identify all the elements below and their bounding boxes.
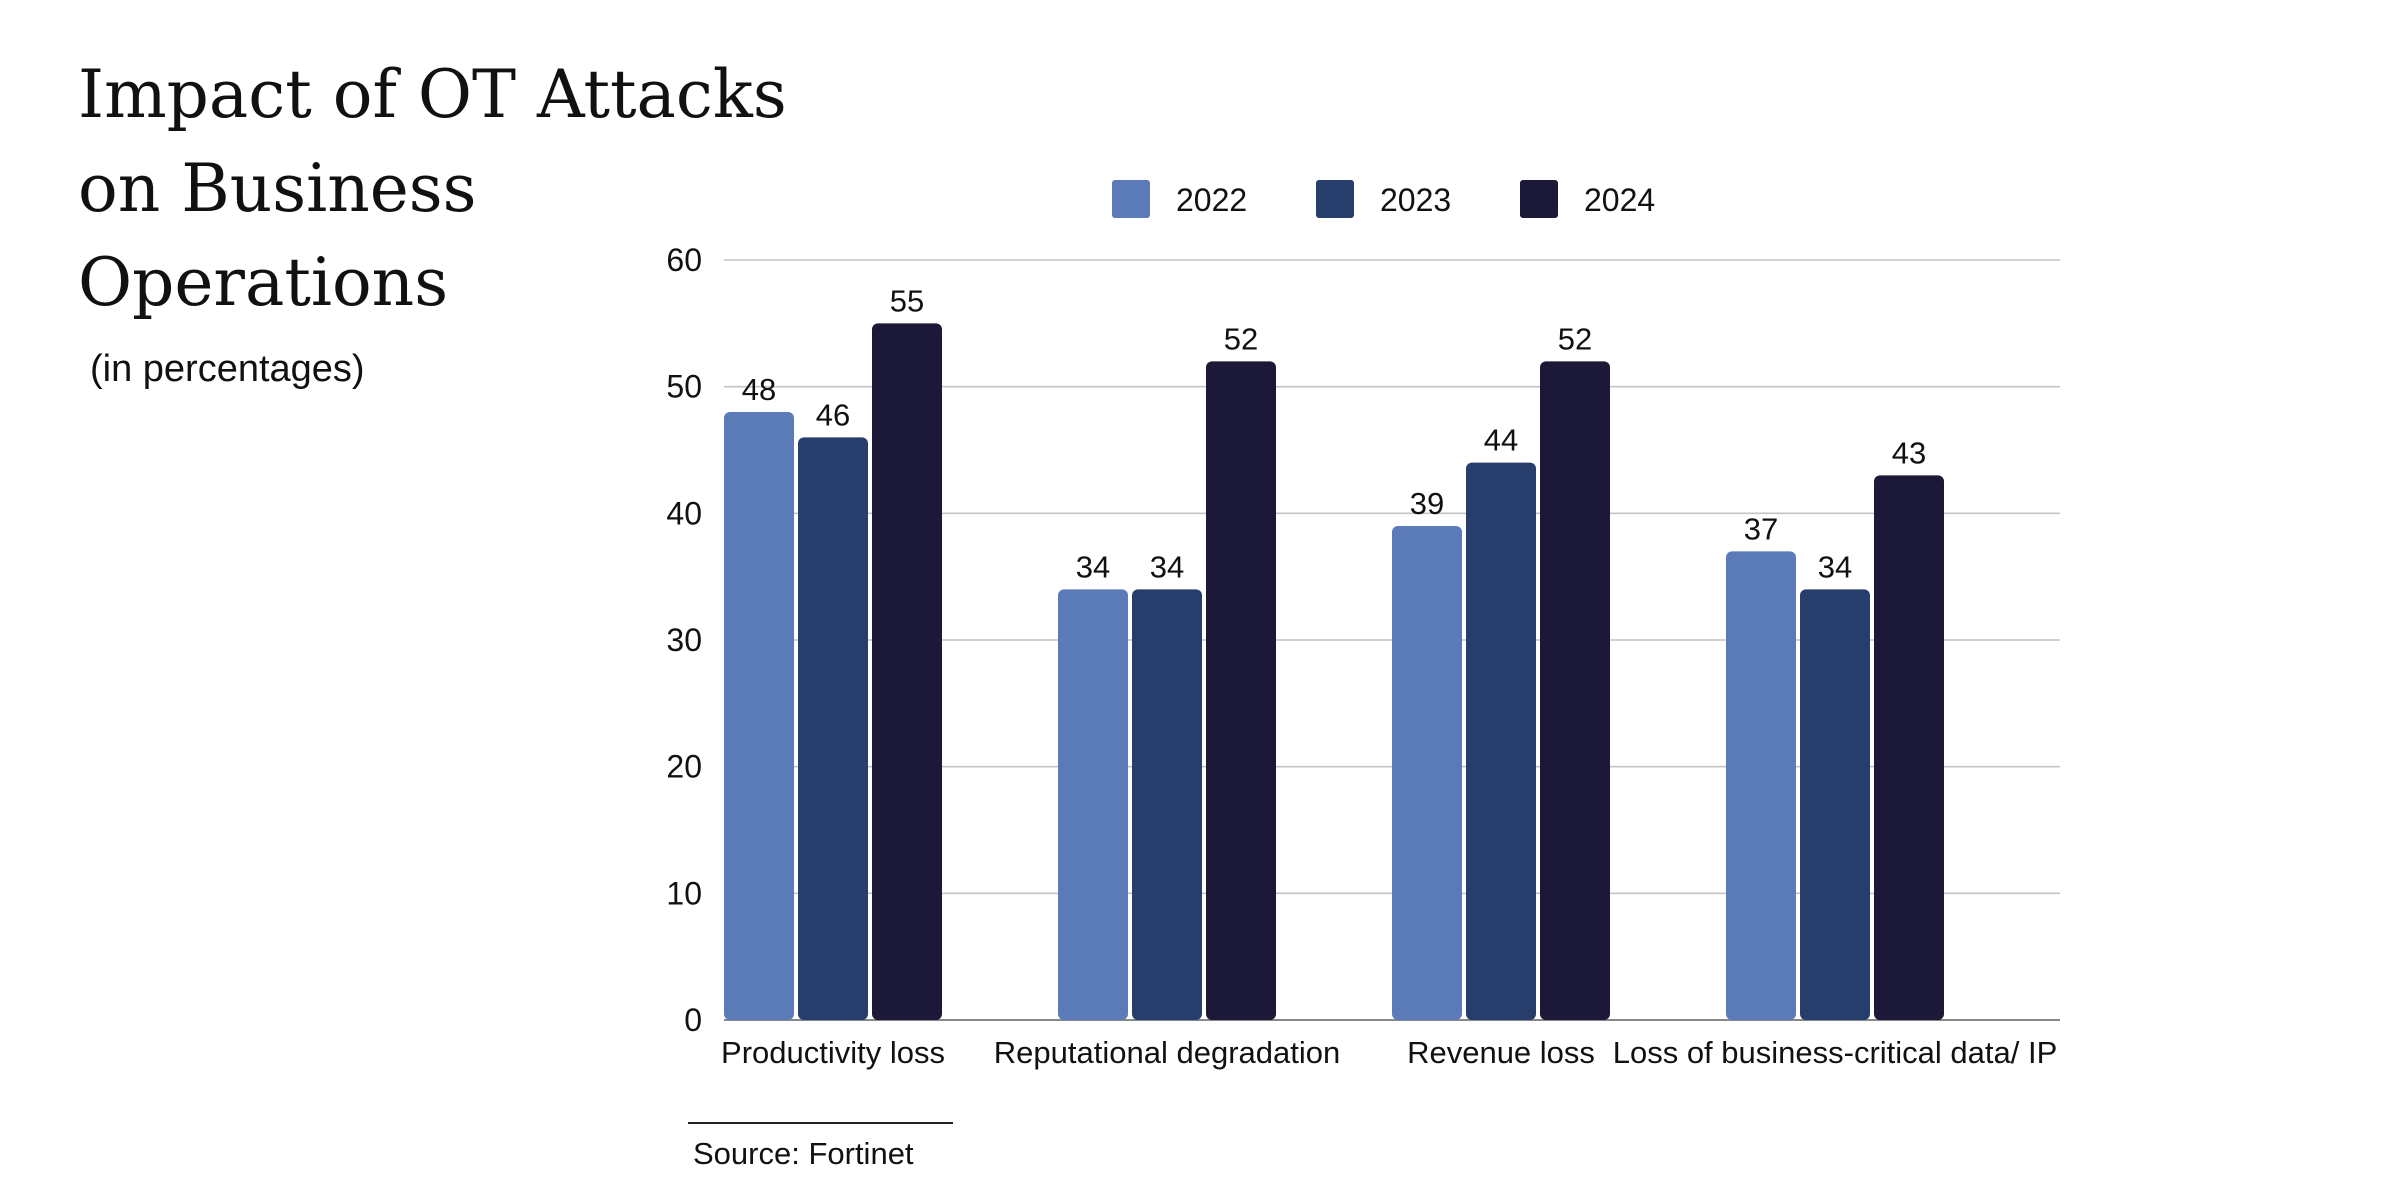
bar-2024-3 <box>1540 361 1610 1020</box>
y-tick-label: 20 <box>666 749 702 785</box>
bar-2023-4 <box>1800 589 1870 1020</box>
source-note: Source: Fortinet <box>693 1136 914 1171</box>
data-label: 39 <box>1410 486 1444 521</box>
chart-title: Impact of OT Attacks on Business Operati… <box>78 56 787 321</box>
data-label: 48 <box>742 372 776 407</box>
bar-2024-1 <box>872 323 942 1020</box>
x-category-label: Revenue loss <box>1407 1035 1595 1070</box>
data-label: 37 <box>1744 511 1778 546</box>
data-label: 34 <box>1076 549 1110 584</box>
y-tick-label: 50 <box>666 369 702 405</box>
bar-2023-1 <box>798 437 868 1020</box>
y-tick-label: 0 <box>684 1002 702 1038</box>
legend-label-2023: 2023 <box>1380 182 1451 218</box>
legend-swatch-2023 <box>1316 180 1354 218</box>
y-tick-label: 30 <box>666 622 702 658</box>
legend-swatch-2024 <box>1520 180 1558 218</box>
data-label: 55 <box>890 283 924 318</box>
bar-2024-4 <box>1874 475 1944 1020</box>
bar-2022-2 <box>1058 589 1128 1020</box>
data-label: 52 <box>1224 321 1258 356</box>
bar-2022-1 <box>724 412 794 1020</box>
data-label: 34 <box>1150 549 1184 584</box>
x-category-label: Reputational degradation <box>994 1035 1340 1070</box>
data-label: 46 <box>816 397 850 432</box>
x-category-label: Loss of business-critical data/ IP <box>1613 1035 2058 1070</box>
data-label: 43 <box>1892 435 1926 470</box>
x-category-label: Productivity loss <box>721 1035 945 1070</box>
bar-2022-4 <box>1726 551 1796 1020</box>
data-label: 34 <box>1818 549 1852 584</box>
data-label: 44 <box>1484 423 1518 458</box>
legend-label-2024: 2024 <box>1584 182 1655 218</box>
legend-swatch-2022 <box>1112 180 1150 218</box>
bar-2023-3 <box>1466 462 1536 1021</box>
y-tick-label: 10 <box>666 875 702 911</box>
bar-2022-3 <box>1392 526 1462 1020</box>
data-label: 52 <box>1558 321 1592 356</box>
bar-2023-2 <box>1132 589 1202 1020</box>
y-tick-label: 40 <box>666 495 702 531</box>
legend-label-2022: 2022 <box>1176 182 1247 218</box>
bar-2024-2 <box>1206 361 1276 1020</box>
y-tick-label: 60 <box>666 242 702 278</box>
chart-subtitle: (in percentages) <box>90 348 365 390</box>
source-divider <box>688 1122 953 1124</box>
